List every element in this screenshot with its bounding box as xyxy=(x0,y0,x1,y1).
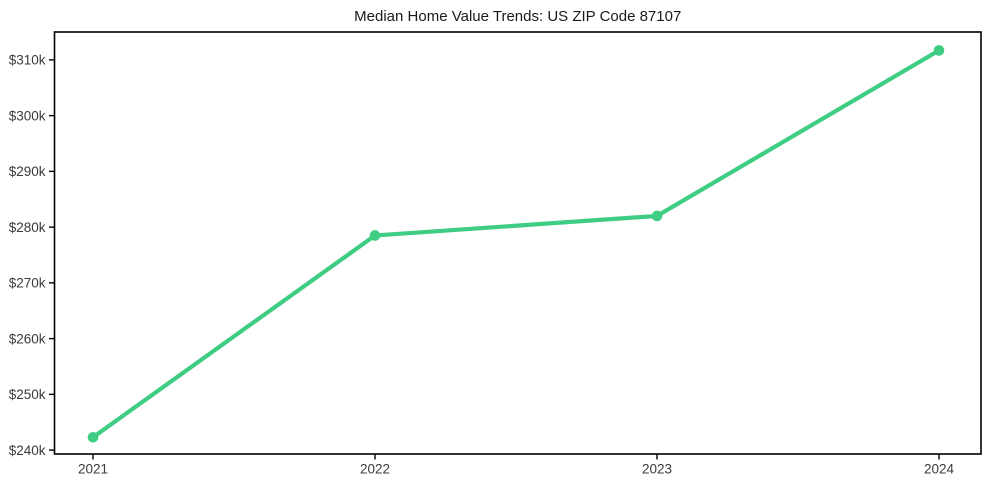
y-tick-label: $300k xyxy=(9,108,46,123)
data-point-marker xyxy=(87,431,99,443)
y-tick-label: $270k xyxy=(9,276,46,291)
x-tick-label: 2024 xyxy=(924,462,955,477)
x-tick-label: 2022 xyxy=(360,462,390,477)
y-tick-label: $290k xyxy=(9,164,46,179)
plot-area: $240k $250k $260k $270k $280k $290k $300k $310k… xyxy=(9,31,982,477)
x-tick-label: 2023 xyxy=(642,462,672,477)
x-tick-label: 2021 xyxy=(78,462,108,477)
y-tick-label: $310k xyxy=(9,53,46,68)
y-tick-label: $250k xyxy=(9,387,46,402)
y-tick-label: $240k xyxy=(9,443,46,458)
y-tick-label: $260k xyxy=(9,331,46,346)
trend-line xyxy=(90,48,942,440)
data-point-marker xyxy=(933,45,945,56)
chart-title: Median Home Value Trends: US ZIP Code 87… xyxy=(354,8,681,25)
y-tick-label: $280k xyxy=(9,220,46,235)
data-point-marker xyxy=(651,210,663,222)
data-point-marker xyxy=(369,230,381,241)
plot-border xyxy=(53,31,982,455)
